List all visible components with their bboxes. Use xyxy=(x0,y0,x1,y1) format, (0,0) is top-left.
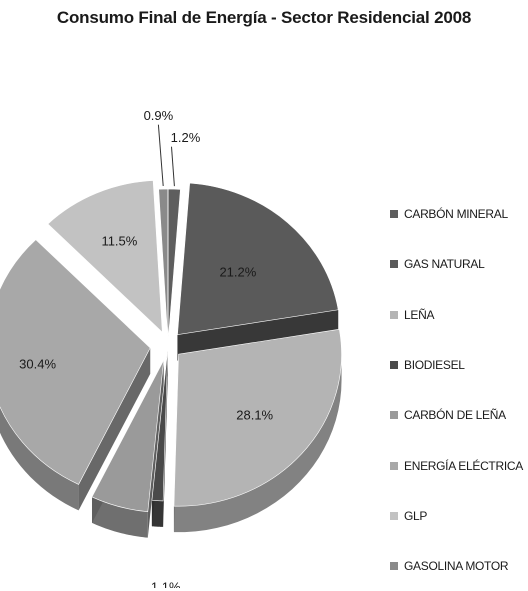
slice-percent-label: 11.5% xyxy=(101,233,137,248)
pie-slice xyxy=(47,180,163,333)
pie-slice xyxy=(0,239,151,511)
chart-title: Consumo Final de Energía - Sector Reside… xyxy=(56,8,472,27)
pie-slice-top xyxy=(173,328,342,507)
pie-slice-top xyxy=(151,348,169,502)
legend-label: BIODIESEL xyxy=(404,358,465,373)
pie-slice-top xyxy=(167,188,181,342)
slice-percent-label: 28.1% xyxy=(236,408,273,423)
legend-item: BIODIESEL xyxy=(390,340,528,390)
legend-item: CARBÓN DE LEÑA xyxy=(390,390,528,440)
pie-slice-wall xyxy=(147,360,164,538)
legend-label: ENERGÍA ELÉCTRICA xyxy=(404,458,523,473)
legend-item: LEÑA xyxy=(390,290,528,340)
pie-slice-wall xyxy=(78,347,151,511)
legend-label: LEÑA xyxy=(404,307,435,322)
pie-slice xyxy=(151,348,169,527)
legend-item: CARBÓN MINERAL xyxy=(390,189,528,239)
pie-slice-top xyxy=(0,239,151,485)
pie-slice-top xyxy=(47,180,163,333)
legend-label: CARBÓN DE LEÑA xyxy=(404,408,506,423)
slice-percent-label: 1.2% xyxy=(171,130,201,145)
legend-swatch xyxy=(390,310,398,319)
legend-label: CARBÓN MINERAL xyxy=(404,207,508,222)
legend-swatch xyxy=(390,411,398,420)
pie-slice xyxy=(167,188,181,342)
legend: CARBÓN MINERAL GAS NATURAL LEÑA BIODIESEL CA… xyxy=(390,189,528,591)
legend-label: GASOLINA MOTOR xyxy=(404,559,509,574)
pie-slice-side xyxy=(151,500,164,527)
leader-line xyxy=(171,146,175,187)
pie-slice-top xyxy=(91,360,164,512)
pie-slice-top xyxy=(177,182,339,336)
legend-label: GLP xyxy=(404,508,428,523)
legend-swatch xyxy=(390,562,398,571)
legend-swatch xyxy=(390,361,398,370)
legend-swatch xyxy=(390,511,398,520)
legend-item: GAS NATURAL xyxy=(390,239,528,289)
leader-line xyxy=(157,124,164,187)
legend-label: GAS NATURAL xyxy=(404,257,485,272)
pie-slice-side xyxy=(91,496,148,538)
slice-percent-label: 21.2% xyxy=(219,264,256,279)
pie-slice xyxy=(173,328,342,533)
legend-swatch xyxy=(390,260,398,269)
pie-slice xyxy=(91,360,164,538)
slice-percent-label: 1.1% xyxy=(151,579,181,588)
legend-item: ENERGÍA ELÉCTRICA xyxy=(390,440,528,490)
slice-percent-label: 30.4% xyxy=(19,356,56,371)
pie-slice-side xyxy=(173,354,342,533)
legend-item: GASOLINA MOTOR xyxy=(390,541,528,591)
pie-chart: 1.2%21.2%28.1%1.1%5.7%30.4%11.5%0.9% xyxy=(0,108,342,588)
legend-swatch xyxy=(390,210,398,219)
legend-item: GLP xyxy=(390,491,528,541)
pie-slice-side xyxy=(0,406,79,511)
slice-percent-label: 0.9% xyxy=(144,108,174,123)
legend-swatch xyxy=(390,461,398,470)
